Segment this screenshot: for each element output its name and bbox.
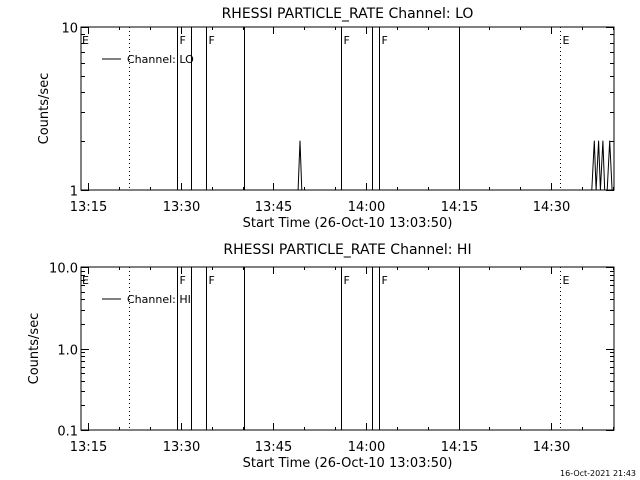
data-point [591, 189, 593, 191]
y-axis-label: Counts/sec [27, 313, 42, 385]
event-label: E [563, 274, 570, 287]
data-point [613, 189, 615, 191]
data-point [604, 189, 606, 191]
x-tick-label: 13:30 [163, 200, 200, 215]
y-tick-label: 10 [61, 22, 78, 37]
plot-frame [80, 26, 615, 191]
data-point [297, 189, 299, 191]
event-label: E [82, 274, 89, 287]
y-axis-label: Counts/sec [37, 73, 52, 145]
x-axis-label: Start Time (26-Oct-10 13:03:50) [243, 216, 453, 231]
event-label: F [180, 34, 186, 47]
x-tick-label: 13:45 [255, 200, 292, 215]
y-tick-label: 0.1 [57, 425, 78, 440]
event-label: F [180, 274, 186, 287]
data-point [304, 189, 306, 191]
data-point [602, 140, 604, 142]
chart-panel-lo: RHESSI PARTICLE_RATE Channel: LO F F F F E E 13… [37, 6, 615, 231]
event-label: F [209, 274, 215, 287]
chart-panel-hi: RHESSI PARTICLE_RATE Channel: HI F F F F E E 13… [27, 242, 615, 471]
event-label: E [82, 34, 89, 47]
x-tick-label: 13:15 [70, 200, 107, 215]
legend-label: Channel: HI [127, 293, 191, 306]
y-tick-label: 1 [70, 185, 78, 200]
data-point [595, 189, 597, 191]
event-label: F [344, 34, 350, 47]
legend-label: Channel: LO [127, 53, 194, 66]
data-point [593, 140, 595, 142]
chart-title: RHESSI PARTICLE_RATE Channel: HI [223, 242, 471, 258]
data-point [294, 189, 296, 191]
y-tick-label: 10.0 [49, 262, 78, 277]
x-tick-label: 13:45 [255, 440, 292, 455]
event-label: F [344, 274, 350, 287]
event-label: F [382, 274, 388, 287]
x-tick-label: 14:30 [533, 200, 570, 215]
x-tick-label: 14:00 [348, 440, 385, 455]
y-tick-label: 1.0 [57, 344, 78, 359]
data-point [600, 189, 601, 191]
event-label: E [563, 34, 570, 47]
x-tick-label: 13:15 [70, 440, 107, 455]
data-point [598, 140, 599, 142]
plot-frame [80, 266, 615, 431]
data-point [301, 189, 303, 191]
chart-title: RHESSI PARTICLE_RATE Channel: LO [222, 6, 474, 22]
x-axis-label: Start Time (26-Oct-10 13:03:50) [243, 456, 453, 471]
event-label: F [382, 34, 388, 47]
data-point [609, 140, 611, 142]
x-tick-label: 14:00 [348, 200, 385, 215]
x-tick-label: 14:15 [441, 200, 478, 215]
data-point [299, 140, 301, 142]
data-point [611, 189, 613, 191]
series-line [295, 140, 614, 191]
x-tick-label: 14:15 [441, 440, 478, 455]
x-tick-label: 14:30 [533, 440, 570, 455]
data-point [606, 189, 608, 191]
x-tick-label: 13:30 [163, 440, 200, 455]
footer-timestamp: 16-Oct-2021 21:43 [560, 469, 636, 478]
event-label: F [209, 34, 215, 47]
